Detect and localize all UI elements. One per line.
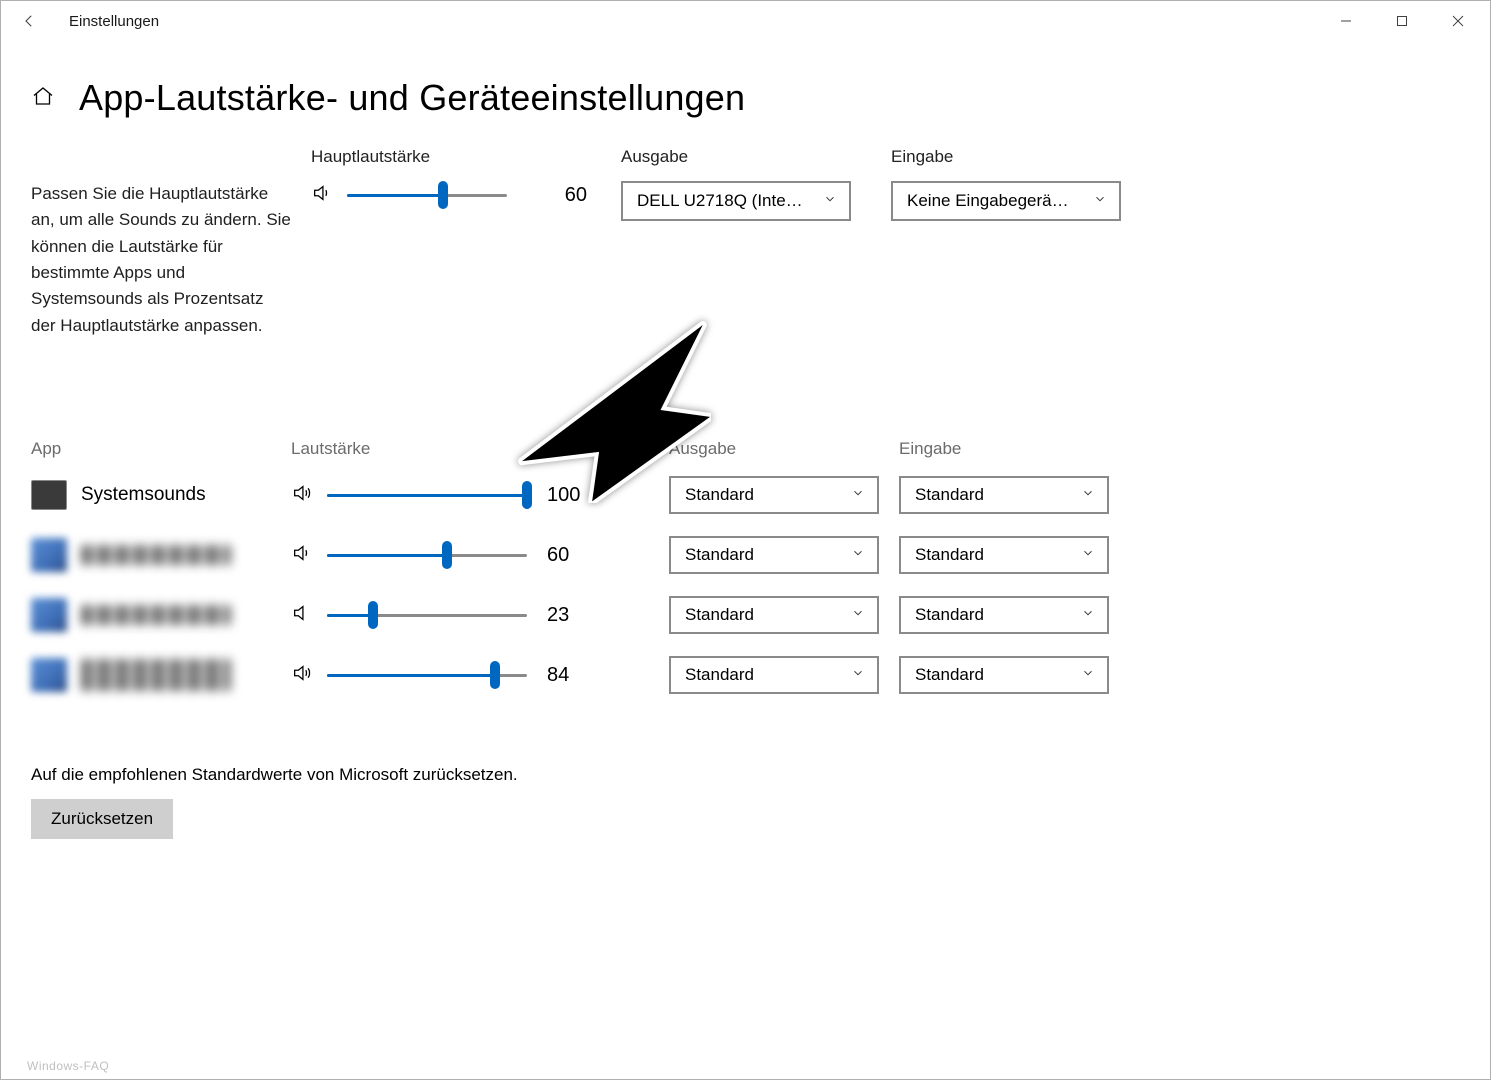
app-row: 84 Standard Standard: [31, 645, 1460, 705]
col-header-volume: Lautstärke: [291, 439, 661, 459]
app-output-value: Standard: [685, 605, 754, 625]
app-volume-slider[interactable]: [327, 661, 527, 689]
master-output-label: Ausgabe: [621, 147, 891, 167]
minimize-button[interactable]: [1318, 1, 1374, 41]
app-input-value: Standard: [915, 485, 984, 505]
app-row: 60 Standard Standard: [31, 525, 1460, 585]
reset-text: Auf die empfohlenen Standardwerte von Mi…: [31, 765, 1460, 785]
titlebar: Einstellungen: [1, 1, 1490, 41]
master-input-block: Eingabe Keine Eingabegerä…: [891, 147, 1151, 221]
home-icon[interactable]: [31, 84, 55, 113]
chevron-down-icon: [851, 665, 865, 685]
app-input-value: Standard: [915, 605, 984, 625]
app-name: Systemsounds: [31, 480, 291, 510]
col-header-output: Ausgabe: [661, 439, 891, 459]
app-list-headers: App Lautstärke Ausgabe Eingabe: [31, 439, 1460, 459]
app-output-select[interactable]: Standard: [669, 536, 879, 574]
master-volume-slider[interactable]: [347, 181, 507, 209]
app-volume-slider[interactable]: [327, 601, 527, 629]
col-header-app: App: [31, 439, 291, 459]
app-icon: [31, 658, 67, 692]
master-output-value: DELL U2718Q (Inte…: [637, 191, 803, 211]
master-output-block: Ausgabe DELL U2718Q (Inte…: [621, 147, 891, 221]
app-icon: [31, 598, 67, 632]
watermark: Windows-FAQ: [27, 1059, 109, 1073]
chevron-down-icon: [1081, 485, 1095, 505]
app-row: 23 Standard Standard: [31, 585, 1460, 645]
speaker-icon[interactable]: [291, 662, 313, 689]
app-input-select[interactable]: Standard: [899, 476, 1109, 514]
master-volume-block: Hauptlautstärke 60: [311, 147, 621, 209]
app-volume-value: 84: [547, 664, 589, 687]
chevron-down-icon: [851, 485, 865, 505]
master-output-select[interactable]: DELL U2718Q (Inte…: [621, 181, 851, 221]
app-label-blurred: [81, 545, 231, 565]
app-volume-slider[interactable]: [327, 541, 527, 569]
app-label-blurred: [81, 605, 231, 625]
app-output-value: Standard: [685, 665, 754, 685]
app-volume: 84: [291, 661, 661, 689]
master-input-value: Keine Eingabegerä…: [907, 191, 1069, 211]
master-volume-value: 60: [549, 184, 587, 207]
app-output-value: Standard: [685, 485, 754, 505]
app-volume-value: 100: [547, 484, 589, 507]
app-volume-value: 60: [547, 544, 589, 567]
app-name: [31, 658, 291, 692]
master-volume-label: Hauptlautstärke: [311, 147, 621, 167]
master-input-label: Eingabe: [891, 147, 1151, 167]
speaker-icon[interactable]: [311, 182, 333, 209]
chevron-down-icon: [823, 191, 837, 211]
app-volume-slider[interactable]: [327, 481, 527, 509]
app-label: Systemsounds: [81, 484, 206, 506]
maximize-button[interactable]: [1374, 1, 1430, 41]
col-header-input: Eingabe: [891, 439, 1121, 459]
app-list: App Lautstärke Ausgabe Eingabe Systemsou…: [31, 439, 1460, 705]
app-name: [31, 538, 291, 572]
master-row: Passen Sie die Hauptlautstärke an, um al…: [31, 147, 1460, 339]
app-volume: 23: [291, 601, 661, 629]
master-input-select[interactable]: Keine Eingabegerä…: [891, 181, 1121, 221]
app-input-value: Standard: [915, 545, 984, 565]
speaker-icon[interactable]: [291, 482, 313, 509]
speaker-icon[interactable]: [291, 602, 313, 629]
chevron-down-icon: [1081, 605, 1095, 625]
app-volume-value: 23: [547, 604, 589, 627]
close-button[interactable]: [1430, 1, 1486, 41]
app-input-select[interactable]: Standard: [899, 656, 1109, 694]
app-output-select[interactable]: Standard: [669, 596, 879, 634]
page-description: Passen Sie die Hauptlautstärke an, um al…: [31, 147, 311, 339]
app-output-select[interactable]: Standard: [669, 476, 879, 514]
app-row: Systemsounds 100 Standard Standard: [31, 465, 1460, 525]
page-title: App-Lautstärke- und Geräteeinstellungen: [79, 77, 745, 119]
chevron-down-icon: [1093, 191, 1107, 211]
speaker-icon[interactable]: [291, 542, 313, 569]
page-header: App-Lautstärke- und Geräteeinstellungen: [1, 41, 1490, 129]
reset-button[interactable]: Zurücksetzen: [31, 799, 173, 839]
reset-area: Auf die empfohlenen Standardwerte von Mi…: [1, 765, 1490, 839]
app-volume: 60: [291, 541, 661, 569]
chevron-down-icon: [1081, 545, 1095, 565]
app-input-select[interactable]: Standard: [899, 596, 1109, 634]
app-input-select[interactable]: Standard: [899, 536, 1109, 574]
app-label-blurred: [81, 659, 231, 691]
chevron-down-icon: [851, 605, 865, 625]
app-output-select[interactable]: Standard: [669, 656, 879, 694]
app-output-value: Standard: [685, 545, 754, 565]
app-rows: Systemsounds 100 Standard Standard 60 Standar…: [31, 465, 1460, 705]
app-name: [31, 598, 291, 632]
back-button[interactable]: [5, 1, 53, 41]
app-input-value: Standard: [915, 665, 984, 685]
chevron-down-icon: [851, 545, 865, 565]
window-title: Einstellungen: [69, 13, 159, 30]
chevron-down-icon: [1081, 665, 1095, 685]
app-icon: [31, 538, 67, 572]
app-volume: 100: [291, 481, 661, 509]
app-icon: [31, 480, 67, 510]
